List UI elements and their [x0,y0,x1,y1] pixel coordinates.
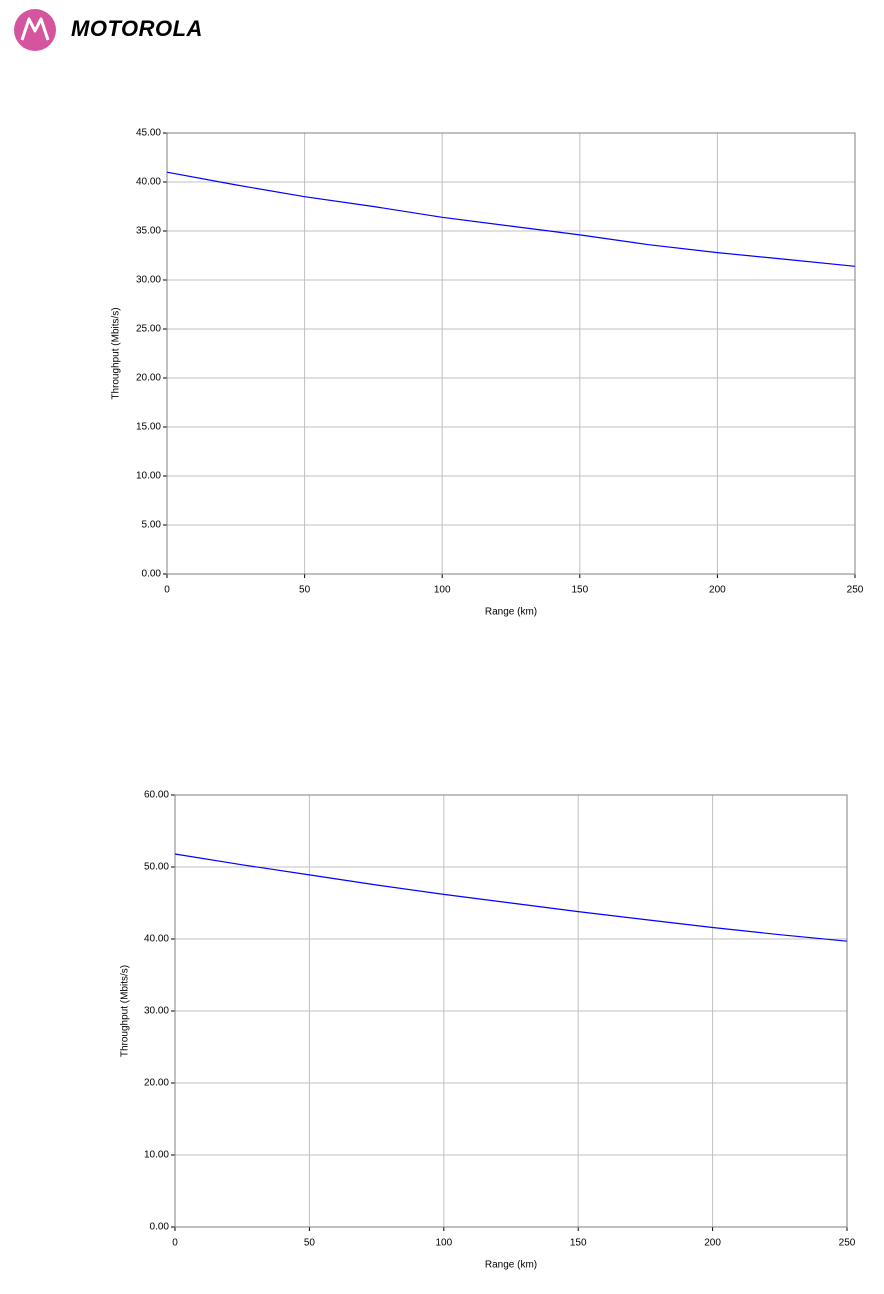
x-axis-label: Range (km) [485,607,537,618]
data-line [166,171,856,267]
x-tick-label: 250 [839,1238,856,1249]
y-axis-label: Throughput (Mbits/s) [111,307,122,399]
y-tick-label: 10.00 [144,1150,169,1161]
y-tick-label: 20.00 [144,1078,169,1089]
y-tick-label: 40.00 [136,177,161,188]
logo-text: MOTOROLA [71,16,203,41]
y-tick-label: 30.00 [136,275,161,286]
y-tick-label: 20.00 [136,373,161,384]
x-tick-label: 150 [570,1238,587,1249]
y-tick-label: 60.00 [144,790,169,801]
x-tick-label: 250 [847,585,864,596]
y-axis-label: Throughput (Mbits/s) [120,965,131,1057]
y-tick-label: 50.00 [144,862,169,873]
x-tick-label: 200 [704,1238,721,1249]
y-tick-label: 0.00 [150,1222,170,1233]
x-tick-label: 50 [304,1238,316,1249]
y-tick-label: 25.00 [136,324,161,335]
y-tick-label: 40.00 [144,934,169,945]
x-tick-label: 0 [164,585,170,596]
logo: MOTOROLA [14,9,203,51]
y-tick-label: 0.00 [142,569,162,580]
y-tick-label: 45.00 [136,128,161,139]
x-tick-label: 150 [571,585,588,596]
logo-mark [20,17,50,41]
data-line [174,853,848,942]
x-tick-label: 100 [434,585,451,596]
plot-frame [166,132,856,575]
x-tick-label: 0 [172,1238,178,1249]
x-tick-label: 100 [435,1238,452,1249]
plot-frame [174,794,848,1228]
y-tick-label: 5.00 [142,520,162,531]
x-tick-label: 200 [709,585,726,596]
y-tick-label: 15.00 [136,422,161,433]
y-tick-label: 30.00 [144,1006,169,1017]
y-tick-label: 10.00 [136,471,161,482]
y-tick-label: 35.00 [136,226,161,237]
x-axis-label: Range (km) [485,1260,537,1271]
x-tick-label: 50 [299,585,311,596]
